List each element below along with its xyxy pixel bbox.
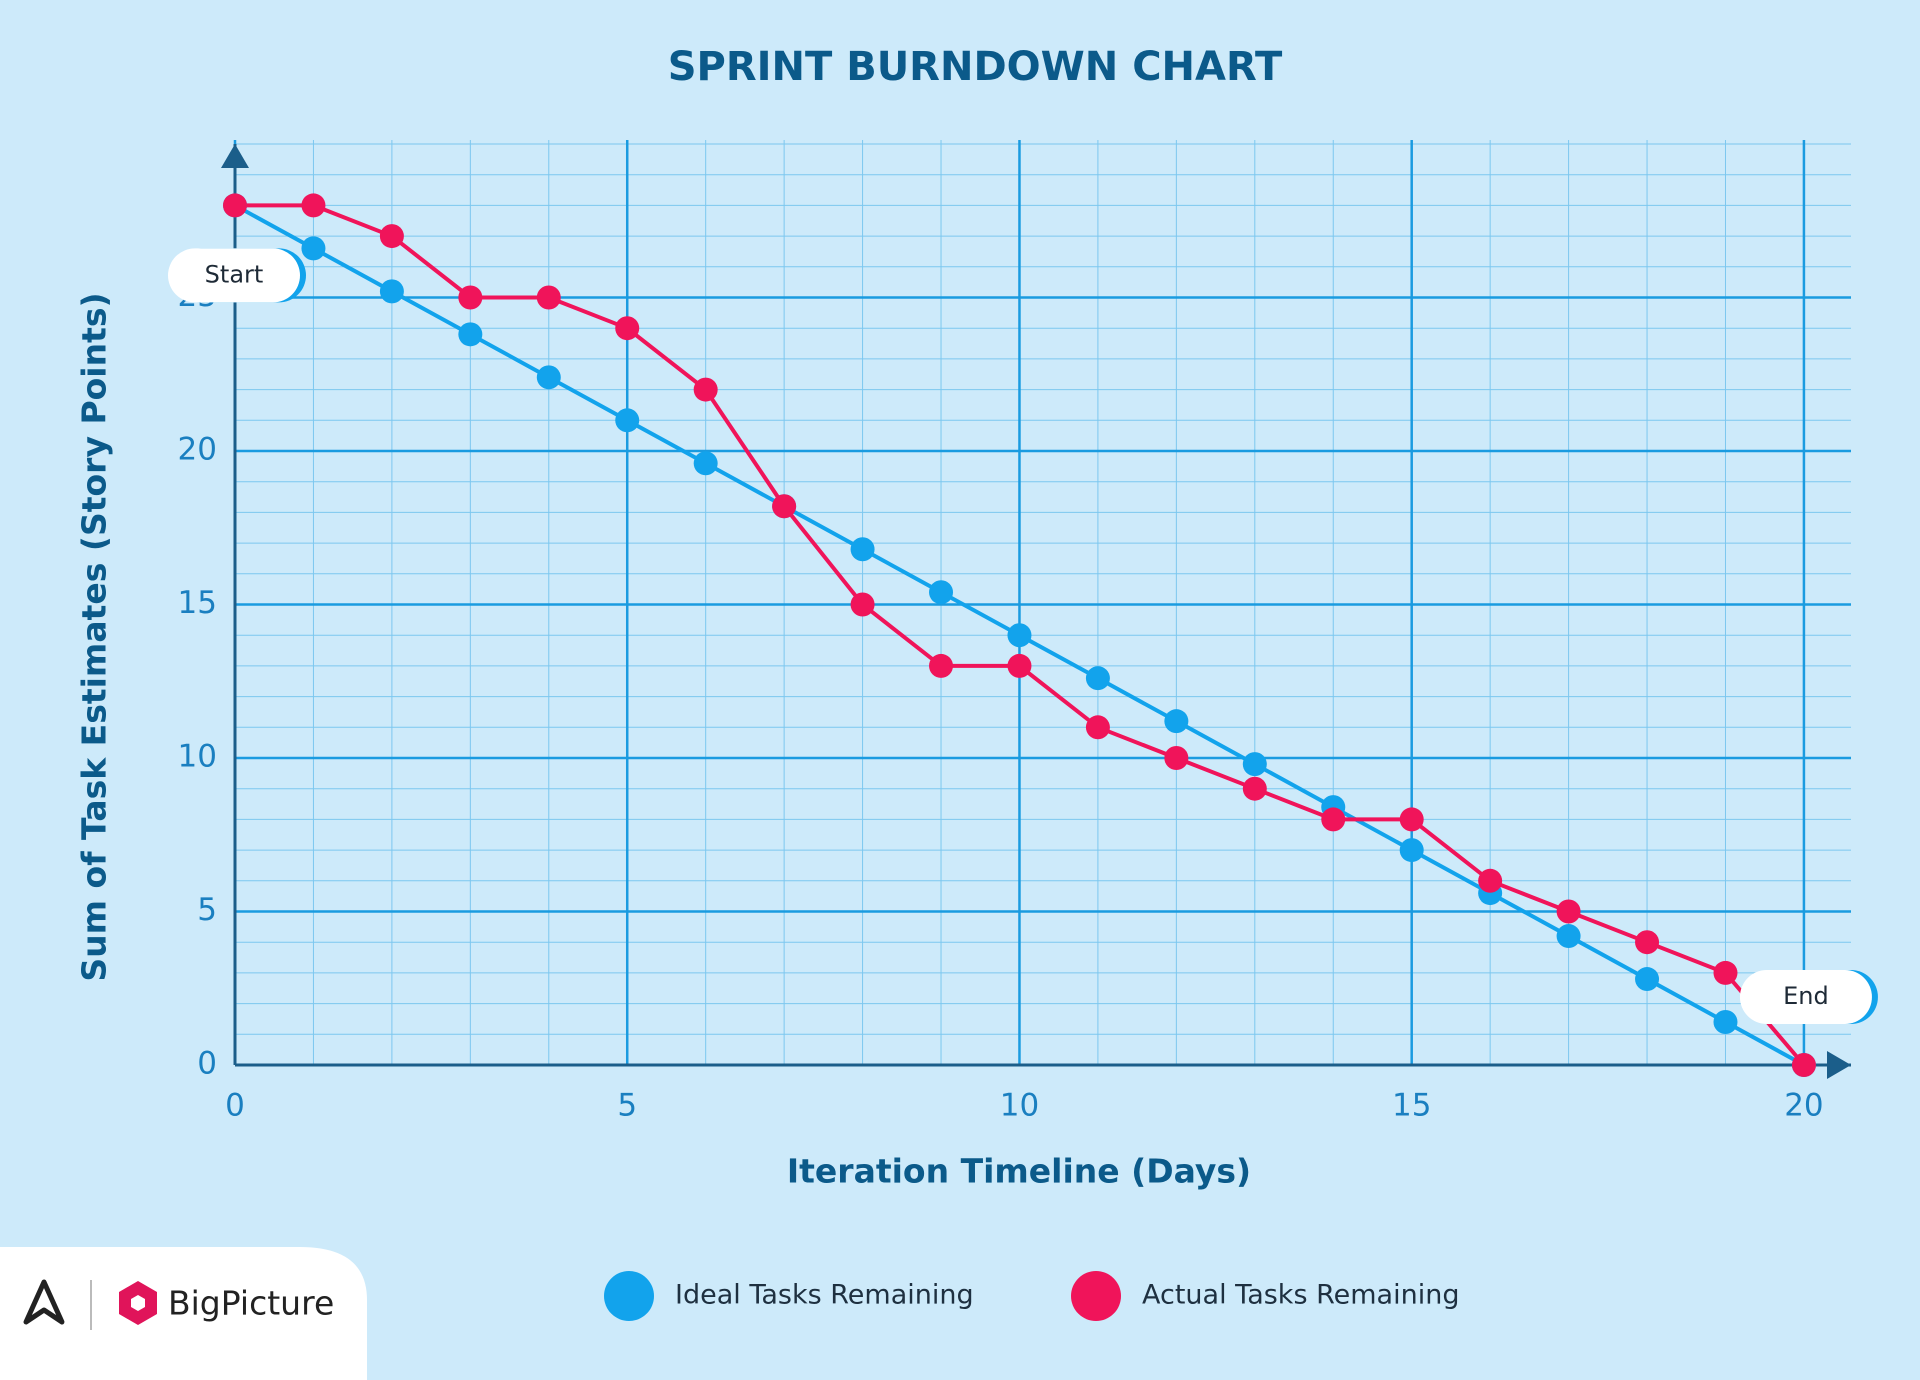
data-point — [1242, 776, 1267, 801]
y-tick-label: 15 — [178, 585, 217, 621]
data-point — [1085, 666, 1110, 691]
y-tick-label: 5 — [197, 892, 217, 928]
data-point — [1321, 807, 1346, 832]
annotation: Start — [168, 248, 306, 303]
x-tick-label: 20 — [1784, 1088, 1823, 1124]
data-point — [379, 279, 404, 304]
y-tick-label: 10 — [178, 739, 217, 775]
data-point — [850, 537, 875, 562]
data-point — [1007, 623, 1032, 648]
data-point — [1791, 1053, 1816, 1077]
data-point — [536, 285, 561, 310]
annotation-box — [168, 248, 300, 303]
annotation: End — [1739, 970, 1878, 1024]
data-point — [1713, 960, 1738, 985]
legend-swatch — [1071, 1271, 1121, 1321]
logo-icon — [23, 1279, 65, 1325]
data-point — [929, 580, 954, 605]
data-point — [1164, 746, 1189, 770]
data-point — [1007, 653, 1032, 678]
data-point — [1399, 838, 1424, 863]
legend-label: Actual Tasks Remaining — [1142, 1280, 1459, 1311]
y-axis-label: Sum of Task Estimates (Story Points) — [75, 292, 114, 981]
y-tick-label: 20 — [178, 432, 217, 468]
data-point — [772, 494, 797, 519]
data-point — [1635, 930, 1660, 955]
data-point — [1085, 715, 1110, 740]
data-point — [379, 224, 404, 249]
y-tick-label: 0 — [197, 1046, 217, 1082]
legend: Ideal Tasks Remaining Actual Tasks Remain… — [604, 1271, 1459, 1321]
data-point — [458, 285, 483, 310]
data-point — [301, 236, 326, 261]
data-point — [1556, 899, 1581, 924]
data-point — [458, 322, 483, 347]
data-point — [1242, 752, 1267, 777]
logo: BigPicture — [0, 1247, 367, 1380]
legend-swatch — [604, 1271, 654, 1321]
data-point — [301, 193, 326, 218]
data-point — [1164, 709, 1189, 734]
data-point — [615, 316, 640, 341]
data-point — [693, 451, 718, 476]
data-point — [1478, 868, 1503, 893]
data-point — [929, 653, 954, 678]
data-point — [1399, 807, 1424, 832]
annotation-text: Start — [205, 260, 264, 288]
x-axis-label: Iteration Timeline (Days) — [787, 1152, 1251, 1191]
data-point — [1635, 967, 1660, 992]
data-point — [536, 365, 561, 390]
data-point — [1556, 924, 1581, 949]
data-point — [693, 377, 718, 402]
y-axis-arrow — [221, 144, 249, 168]
plot: Start End — [168, 193, 1878, 1077]
annotation-text: End — [1783, 982, 1829, 1010]
x-tick-label: 0 — [225, 1088, 245, 1124]
data-point — [1713, 1010, 1738, 1035]
data-point — [223, 193, 247, 218]
logo-text: BigPicture — [168, 1284, 334, 1323]
data-point — [850, 592, 875, 617]
data-point — [615, 408, 640, 433]
x-axis-arrow — [1827, 1051, 1851, 1079]
annotation-box — [1739, 970, 1872, 1024]
legend-label: Ideal Tasks Remaining — [675, 1280, 974, 1311]
logo-mark-inner — [131, 1295, 145, 1311]
chart-title: SPRINT BURNDOWN CHART — [668, 44, 1283, 90]
x-tick-label: 10 — [1000, 1088, 1039, 1124]
x-tick-label: 15 — [1392, 1088, 1431, 1124]
x-tick-label: 5 — [617, 1088, 637, 1124]
